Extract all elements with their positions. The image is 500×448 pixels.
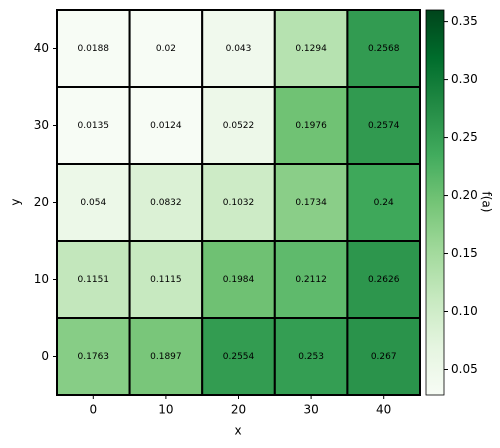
cell-label: 0.2574 bbox=[368, 121, 400, 131]
cell-label: 0.253 bbox=[298, 352, 324, 362]
heatmap-cell bbox=[201, 9, 276, 88]
cell-label: 0.1032 bbox=[223, 198, 255, 208]
cell-label: 0.2554 bbox=[223, 352, 255, 362]
heatmap-cell bbox=[273, 86, 349, 165]
heatmap-cell bbox=[128, 317, 204, 396]
colorbar-tick-label: 0.05 bbox=[451, 362, 478, 376]
heatmap-cell bbox=[128, 163, 204, 242]
cell-label: 0.2112 bbox=[295, 275, 327, 285]
heatmap-cell bbox=[128, 9, 204, 88]
cell-label: 0.0522 bbox=[223, 121, 255, 131]
heatmap-cell bbox=[201, 163, 276, 242]
x-tick-label: 30 bbox=[303, 403, 318, 417]
colorbar-tick-label: 0.10 bbox=[451, 304, 478, 318]
cell-label: 0.2626 bbox=[368, 275, 400, 285]
cell-label: 0.0832 bbox=[150, 198, 182, 208]
cell-label: 0.1976 bbox=[295, 121, 327, 131]
x-axis-label: x bbox=[234, 424, 241, 438]
x-tick-label: 10 bbox=[158, 403, 173, 417]
colorbar-tick-label: 0.30 bbox=[451, 72, 478, 86]
cell-label: 0.1734 bbox=[295, 198, 327, 208]
cell-label: 0.1115 bbox=[150, 275, 182, 285]
cell-label: 0.054 bbox=[80, 198, 106, 208]
heatmap-cell bbox=[201, 86, 276, 165]
cell-label: 0.0188 bbox=[78, 44, 110, 54]
y-tick-label: 40 bbox=[34, 41, 49, 55]
heatmap-cell bbox=[128, 240, 204, 319]
x-tick-label: 20 bbox=[231, 403, 246, 417]
colorbar-tick-label: 0.25 bbox=[451, 130, 478, 144]
colorbar-label: f(a) bbox=[480, 192, 494, 213]
cell-label: 0.1151 bbox=[78, 275, 110, 285]
colorbar bbox=[425, 9, 445, 396]
cell-label: 0.2568 bbox=[368, 44, 400, 54]
x-tick-label: 40 bbox=[376, 403, 391, 417]
cell-label: 0.24 bbox=[374, 198, 394, 208]
cell-label: 0.1897 bbox=[150, 352, 182, 362]
cell-label: 0.1294 bbox=[295, 44, 327, 54]
y-tick-label: 30 bbox=[34, 118, 49, 132]
cell-label: 0.1984 bbox=[223, 275, 255, 285]
cell-label: 0.267 bbox=[371, 352, 397, 362]
cell-label: 0.1763 bbox=[78, 352, 110, 362]
y-tick-label: 0 bbox=[41, 349, 49, 363]
heatmap-cell bbox=[346, 86, 421, 165]
heatmap-cell bbox=[201, 240, 276, 319]
colorbar-tick-label: 0.35 bbox=[451, 14, 478, 28]
heatmap-cell bbox=[346, 9, 421, 88]
y-axis-label: y bbox=[9, 198, 23, 205]
cell-label: 0.0135 bbox=[78, 121, 110, 131]
cell-label: 0.0124 bbox=[150, 121, 182, 131]
x-tick-label: 0 bbox=[89, 403, 97, 417]
heatmap-cell bbox=[346, 240, 421, 319]
colorbar-tick-label: 0.20 bbox=[451, 188, 478, 202]
heatmap-cell bbox=[273, 240, 349, 319]
cell-label: 0.043 bbox=[226, 44, 252, 54]
heatmap-cell bbox=[346, 163, 421, 242]
cell-label: 0.02 bbox=[156, 44, 176, 54]
colorbar-tick-label: 0.15 bbox=[451, 246, 478, 260]
heatmap-cell bbox=[56, 9, 131, 88]
y-tick-label: 10 bbox=[34, 272, 49, 286]
heatmap-cell bbox=[128, 86, 204, 165]
y-tick-label: 20 bbox=[34, 195, 49, 209]
